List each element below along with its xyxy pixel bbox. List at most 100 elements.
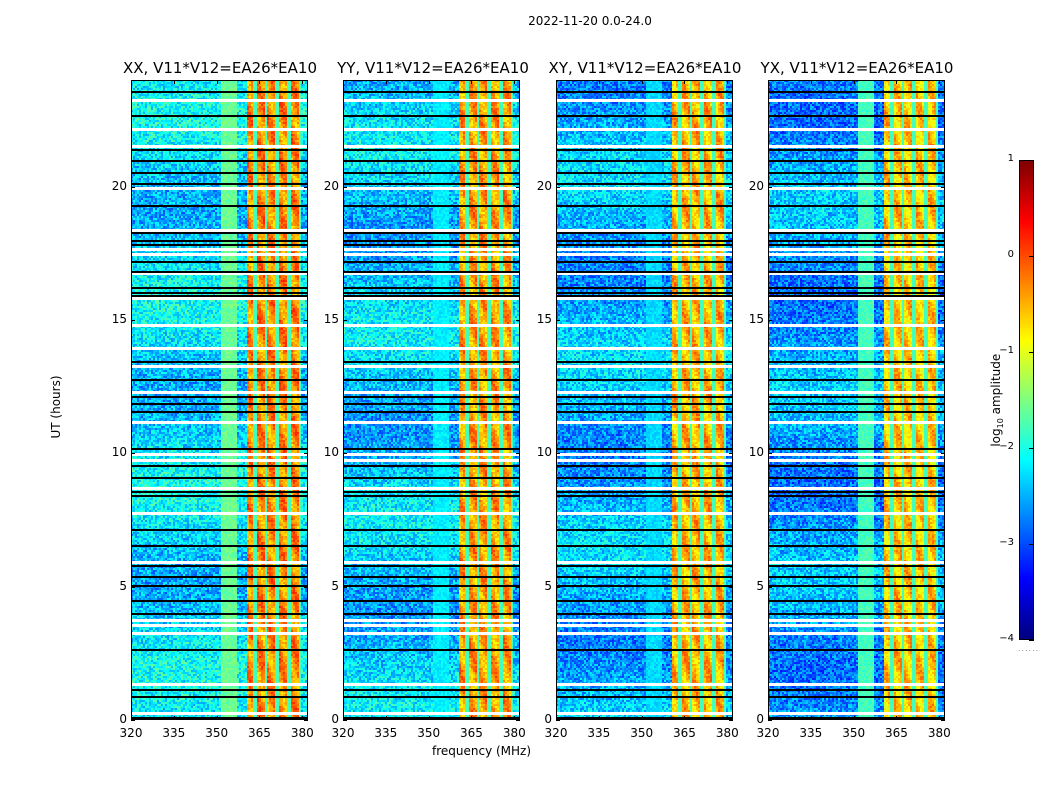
y-tick-mark — [131, 320, 135, 321]
x-tick-mark — [810, 80, 812, 84]
y-tick-label: 0 — [331, 712, 339, 726]
heatmap-yx — [768, 80, 945, 720]
x-tick-label: 320 — [544, 726, 568, 740]
colorbar — [1019, 160, 1034, 640]
x-tick-mark — [556, 716, 557, 720]
y-axis-label: UT (hours) — [49, 375, 63, 439]
x-tick-mark — [131, 80, 132, 84]
panel-title-xx: XX, V11*V12=EA26*EA10 — [122, 59, 317, 77]
colorbar-extras: ...... — [1018, 644, 1040, 653]
y-tick-mark — [729, 586, 733, 588]
x-tick-mark — [896, 80, 898, 84]
x-tick-label: 320 — [119, 726, 143, 740]
x-tick-mark — [896, 716, 898, 720]
y-tick-label: 15 — [111, 312, 127, 326]
figure-suptitle: 2022-11-20 0.0-24.0 — [528, 14, 652, 28]
x-tick-label: 335 — [799, 726, 823, 740]
colorbar-tick-mark — [1029, 448, 1034, 449]
y-tick-label: 10 — [748, 445, 764, 460]
y-tick-label: 20 — [323, 178, 339, 193]
y-tick-mark — [768, 586, 772, 588]
x-tick-label: 380 — [290, 726, 314, 740]
heatmap-xx — [131, 80, 308, 720]
x-tick-mark — [343, 80, 344, 84]
y-tick-label: 20 — [536, 178, 552, 193]
x-tick-mark — [768, 80, 769, 84]
y-tick-label: 10 — [111, 445, 127, 460]
y-tick-mark — [768, 320, 772, 321]
x-tick-mark — [173, 80, 175, 84]
x-tick-mark — [727, 716, 729, 720]
x-tick-label: 350 — [630, 726, 654, 740]
y-tick-mark — [131, 720, 135, 721]
x-tick-mark — [684, 716, 686, 720]
x-tick-mark — [641, 716, 643, 720]
y-tick-mark — [729, 320, 733, 321]
x-tick-mark — [471, 716, 473, 720]
x-tick-mark — [556, 80, 557, 84]
x-tick-mark — [939, 716, 941, 720]
y-tick-mark — [941, 453, 945, 455]
x-tick-mark — [173, 716, 175, 720]
x-tick-mark — [259, 716, 261, 720]
x-tick-mark — [428, 80, 430, 84]
colorbar-tick-label: −1 — [999, 345, 1014, 356]
x-tick-mark — [810, 716, 812, 720]
y-tick-mark — [556, 720, 560, 721]
x-tick-mark — [302, 716, 304, 720]
x-tick-mark — [853, 80, 855, 84]
y-tick-mark — [941, 320, 945, 321]
colorbar-label-subscript: 10 — [996, 418, 1006, 429]
colorbar-tick-label: −2 — [999, 441, 1014, 452]
y-tick-mark — [131, 186, 135, 188]
y-tick-label: 20 — [111, 178, 127, 193]
y-tick-label: 20 — [748, 178, 764, 193]
y-tick-mark — [304, 453, 308, 455]
y-tick-mark — [516, 453, 520, 455]
y-tick-mark — [516, 186, 520, 188]
x-tick-mark — [768, 716, 769, 720]
y-tick-label: 5 — [119, 578, 127, 593]
colorbar-label-log: log — [988, 428, 1003, 447]
y-tick-label: 0 — [756, 712, 764, 726]
colorbar-tick-mark — [1029, 544, 1034, 545]
heatmap-panel-xx — [131, 80, 308, 720]
x-tick-mark — [727, 80, 729, 84]
colorbar-tick-label: 1 — [1007, 153, 1014, 164]
x-tick-mark — [302, 80, 304, 84]
y-tick-mark — [768, 186, 772, 188]
y-tick-mark — [941, 720, 945, 721]
colorbar-tick-mark — [1029, 160, 1034, 161]
y-tick-mark — [941, 186, 945, 188]
x-tick-mark — [514, 80, 516, 84]
x-tick-mark — [343, 716, 344, 720]
x-tick-label: 365 — [673, 726, 696, 740]
x-tick-mark — [684, 80, 686, 84]
y-tick-mark — [516, 320, 520, 321]
y-tick-mark — [729, 720, 733, 721]
y-tick-mark — [304, 720, 308, 721]
x-tick-mark — [131, 716, 132, 720]
heatmap-yy — [343, 80, 520, 720]
x-tick-mark — [216, 80, 218, 84]
colorbar-tick-mark — [1029, 640, 1034, 641]
y-tick-mark — [343, 720, 347, 721]
colorbar-label: log10 amplitude — [989, 345, 1005, 455]
y-tick-mark — [304, 586, 308, 588]
y-tick-mark — [343, 586, 347, 588]
panel-title-yx: YX, V11*V12=EA26*EA10 — [760, 59, 954, 77]
x-tick-label: 335 — [587, 726, 611, 740]
x-tick-mark — [428, 716, 430, 720]
colorbar-gradient — [1020, 161, 1033, 639]
x-tick-label: 350 — [417, 726, 441, 740]
heatmap-panel-yx — [768, 80, 945, 720]
x-tick-mark — [385, 716, 387, 720]
x-tick-mark — [216, 716, 218, 720]
x-tick-mark — [385, 80, 387, 84]
x-tick-label: 365 — [885, 726, 908, 740]
y-tick-mark — [304, 320, 308, 321]
x-tick-label: 365 — [248, 726, 271, 740]
x-tick-label: 380 — [715, 726, 739, 740]
x-tick-mark — [598, 80, 600, 84]
y-tick-mark — [729, 453, 733, 455]
